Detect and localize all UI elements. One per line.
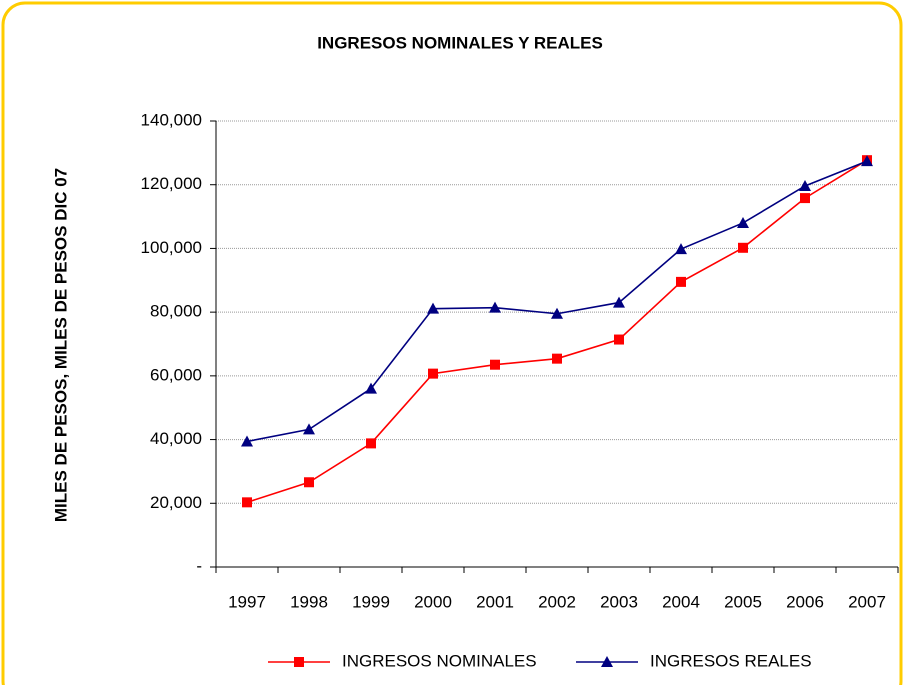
marker [676, 276, 686, 287]
legend-label: INGRESOS REALES [650, 651, 812, 670]
marker [614, 334, 624, 345]
marker [304, 477, 314, 488]
x-tick-label: 1998 [290, 592, 328, 611]
chart-title: INGRESOS NOMINALES Y REALES [317, 33, 603, 52]
marker [303, 423, 315, 435]
y-tick-label: 80,000 [150, 302, 202, 321]
marker [675, 243, 687, 255]
marker [242, 497, 252, 508]
y-tick-label: - [196, 556, 202, 575]
y-axis-label: MILES DE PESOS, MILES DE PESOS DIC 07 [51, 168, 70, 522]
marker [738, 242, 748, 253]
x-tick-label: 2007 [848, 592, 886, 611]
x-tick-label: 2005 [724, 592, 762, 611]
y-tick-label: 120,000 [141, 174, 202, 193]
y-tick-label: 140,000 [141, 110, 202, 129]
marker [861, 155, 873, 167]
marker [799, 179, 811, 191]
x-tick-label: 2002 [538, 592, 576, 611]
marker [613, 296, 625, 308]
marker [427, 302, 439, 314]
marker [366, 438, 376, 449]
x-tick-label: 2000 [414, 592, 452, 611]
x-tick-label: 1997 [228, 592, 266, 611]
marker [365, 382, 377, 394]
marker [551, 307, 563, 319]
x-tick-label: 2004 [662, 592, 700, 611]
x-tick-label: 1999 [352, 592, 390, 611]
y-tick-label: 40,000 [150, 429, 202, 448]
y-tick-label: 20,000 [150, 493, 202, 512]
legend-marker [294, 657, 304, 667]
marker [489, 301, 501, 313]
marker [241, 435, 253, 447]
marker [428, 368, 438, 379]
legend-marker [601, 656, 613, 667]
y-tick-label: 100,000 [141, 238, 202, 257]
x-tick-label: 2001 [476, 592, 514, 611]
marker [800, 193, 810, 204]
marker [490, 359, 500, 370]
x-tick-label: 2003 [600, 592, 638, 611]
marker [552, 353, 562, 364]
legend-label: INGRESOS NOMINALES [342, 651, 537, 670]
y-tick-label: 60,000 [150, 365, 202, 384]
x-tick-label: 2006 [786, 592, 824, 611]
marker [737, 216, 749, 228]
